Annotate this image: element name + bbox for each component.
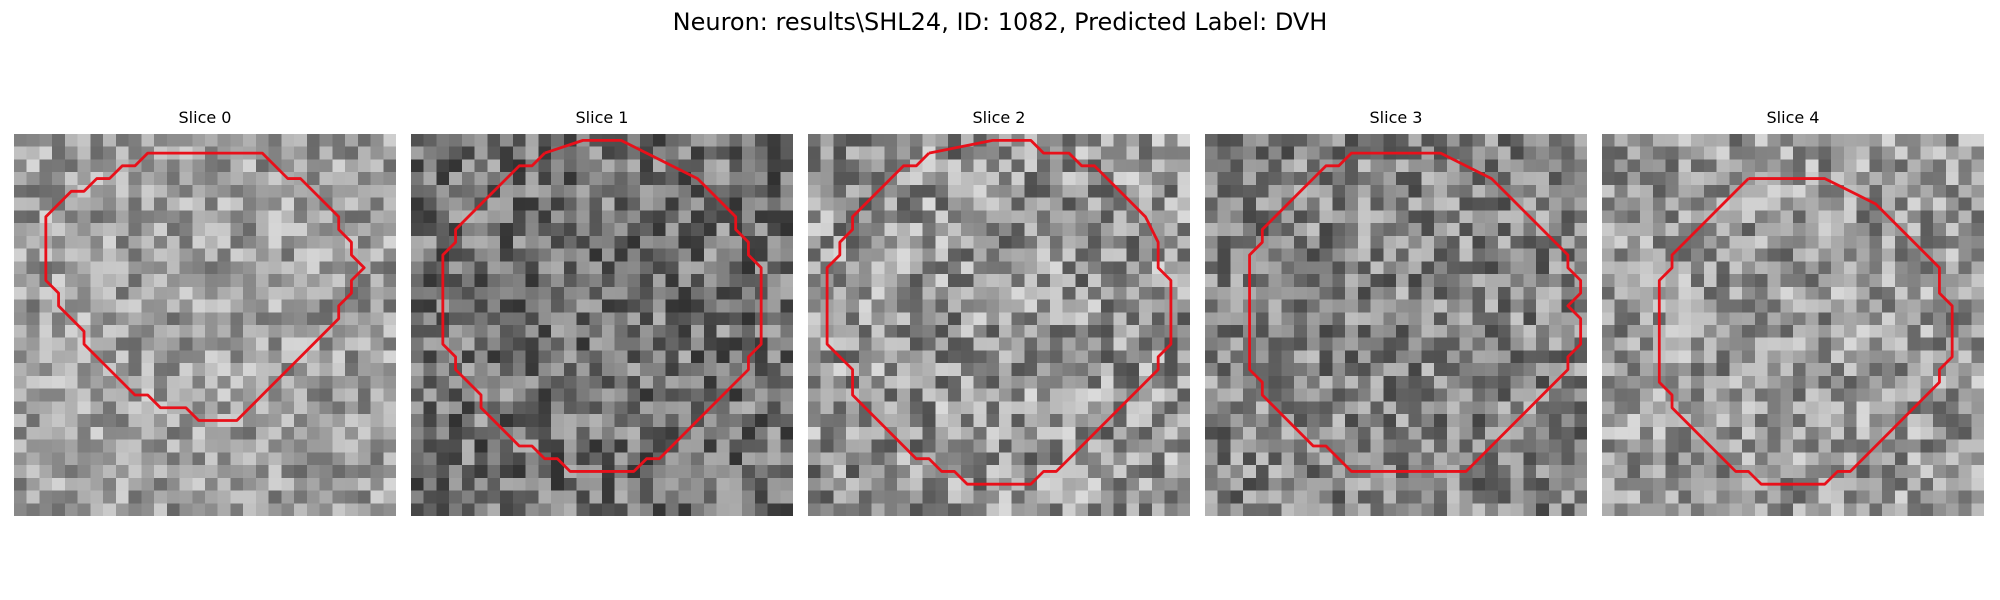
slice-image-2: [808, 134, 1190, 516]
slice-title-0: Slice 0: [178, 108, 232, 127]
contour-4: [1657, 177, 1954, 486]
slice-title-2: Slice 2: [972, 108, 1026, 127]
contour-1: [441, 138, 763, 473]
contour-0: [44, 151, 366, 422]
slice-panel-4: Slice 4: [1602, 108, 1984, 518]
slice-image-3: [1205, 134, 1587, 516]
slice-image-4: [1602, 134, 1984, 516]
contour-2: [825, 138, 1173, 486]
contour-3: [1248, 151, 1583, 473]
slice-title-1: Slice 1: [575, 108, 629, 127]
slice-panel-2: Slice 2: [808, 108, 1190, 518]
figure-title: Neuron: results\SHL24, ID: 1082, Predict…: [672, 8, 1328, 36]
slice-title-4: Slice 4: [1766, 108, 1820, 127]
slice-image-0: [14, 134, 396, 516]
slice-panel-3: Slice 3: [1205, 108, 1587, 518]
slice-title-3: Slice 3: [1369, 108, 1423, 127]
slice-image-1: [411, 134, 793, 516]
slice-panel-0: Slice 0: [14, 108, 396, 518]
slice-panel-1: Slice 1: [411, 108, 793, 518]
